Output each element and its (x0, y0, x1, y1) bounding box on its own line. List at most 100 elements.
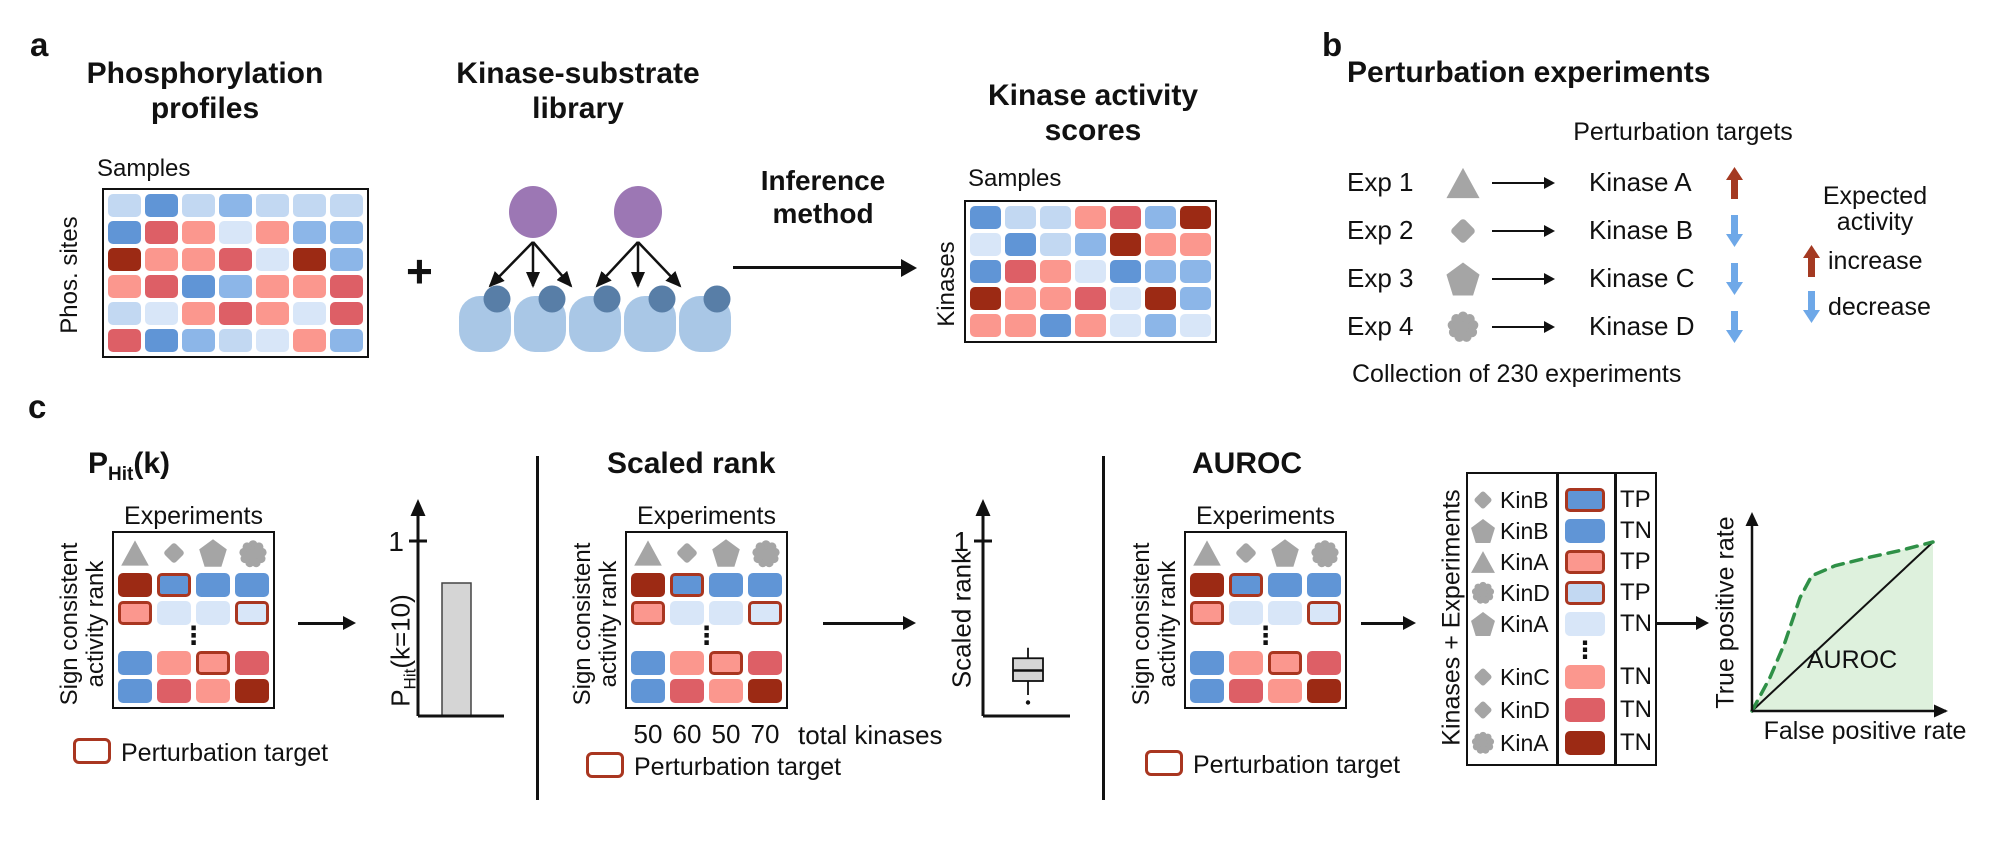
title-sub: Hit (108, 464, 134, 485)
matrix-cell (631, 651, 665, 675)
list-cell-target (1565, 488, 1605, 512)
diamond-icon (1236, 543, 1256, 563)
plus-sign: + (406, 245, 433, 297)
title-part: (k) (133, 447, 171, 480)
list-kinase-label: KinA (1500, 611, 1549, 637)
perturbation-target-label-2: Perturbation target (634, 753, 842, 781)
arrow-up-icon (1803, 245, 1820, 277)
perturbation-targets-subtitle: Perturbation targets (1573, 118, 1793, 146)
phosphosite-dot (703, 285, 731, 313)
tp-tn-label: TN (1620, 663, 1652, 690)
heatmap-cell (145, 221, 178, 244)
matrix-cell (235, 651, 269, 675)
roc-curve (1750, 540, 1935, 713)
samples-label-a: Samples (97, 155, 191, 182)
matrix-cell (709, 573, 743, 597)
list-kinase-label: KinB (1500, 518, 1549, 544)
matrix-cell (1268, 573, 1302, 597)
heatmap-cell (182, 329, 215, 352)
matrix-cell-target (709, 651, 743, 675)
exp-to-kinase-arrow (1492, 278, 1544, 280)
flower-icon (239, 540, 267, 568)
pentagon-icon (712, 539, 740, 567)
inference-method-label: Inference method (733, 164, 913, 230)
list-kinase-label: KinD (1500, 580, 1550, 606)
diamond-icon (1474, 668, 1492, 686)
phit-bar-chart: 1 (388, 499, 504, 718)
heatmap-cell (108, 275, 141, 298)
matrix-cell (1190, 679, 1224, 703)
phosphosite-dot (483, 285, 511, 313)
heatmap-cell (1040, 287, 1071, 310)
matrix-cell-target (196, 651, 230, 675)
matrix-cell (118, 651, 152, 675)
matrix-shape-cell (631, 537, 665, 569)
matrix-cell (670, 679, 704, 703)
list-cell (1565, 519, 1605, 543)
heatmap-cell (108, 329, 141, 352)
pentagon-icon (1446, 262, 1480, 296)
perturbation-target-swatch-1 (73, 738, 111, 764)
heatmap-cell (330, 329, 363, 352)
legend-increase-label: increase (1828, 247, 1923, 275)
list-cell-target (1565, 581, 1605, 605)
matrix-row (631, 679, 782, 703)
matrix-shape-cell (1229, 537, 1263, 569)
heatmap-cell (1110, 260, 1141, 283)
heatmap-cell (1180, 260, 1211, 283)
matrix-shape-cell (1268, 537, 1302, 569)
matrix-dots: ⋮ (181, 622, 206, 650)
heatmap-cell (1110, 233, 1141, 256)
heatmap-cell (970, 260, 1001, 283)
roc-curve-chart: AUROC (1745, 512, 1948, 718)
flower-icon (1447, 311, 1479, 342)
pentagon-icon (1471, 519, 1495, 543)
matrix-cell-target (1307, 601, 1341, 625)
auroc-area-label: AUROC (1807, 646, 1897, 674)
heatmap-cell (970, 233, 1001, 256)
diamond-icon (1451, 219, 1475, 243)
matrix-cell (1229, 651, 1263, 675)
matrix-cell (1268, 679, 1302, 703)
axis-part: (k=10) (385, 594, 416, 669)
heatmap-cell (219, 329, 252, 352)
heatmap-cell (145, 302, 178, 325)
matrix-shape-cell (118, 537, 152, 569)
heatmap-cell (256, 221, 289, 244)
matrix-cell-target (670, 573, 704, 597)
section-title-phit: PHit(k) (88, 447, 171, 484)
matrix-row (118, 679, 269, 703)
list-cell (1565, 665, 1605, 689)
section-title-scaled-rank: Scaled rank (607, 447, 776, 480)
heatmap-cell (1180, 206, 1211, 229)
matrix-cell-target (157, 573, 191, 597)
matrix-cell (631, 573, 665, 597)
total-kinases-label: total kinases (798, 720, 943, 750)
list-kinase-label: KinB (1500, 487, 1549, 513)
flow-arrow-scaled (823, 622, 903, 625)
phit-tick-1: 1 (388, 526, 404, 557)
title-line: Inference (760, 165, 886, 196)
title-line: method (772, 198, 874, 229)
heatmap-cell (219, 275, 252, 298)
matrix-row (1190, 679, 1341, 703)
triangle-icon (121, 540, 149, 566)
triangle-icon (634, 540, 662, 566)
arrow-up-icon (1726, 167, 1743, 199)
triangle-icon (1446, 167, 1480, 199)
title-line: library (532, 92, 624, 125)
heatmap-cell (1005, 233, 1036, 256)
phit-bar (441, 582, 472, 717)
flower-icon (1471, 731, 1495, 754)
heatmap-cell (182, 302, 215, 325)
perturbation-target-swatch-2 (586, 752, 624, 778)
axis-line: activity rank (1154, 560, 1181, 688)
matrix-cell (709, 601, 743, 625)
matrix-cell (196, 573, 230, 597)
axis-line: Sign consistent (569, 542, 596, 706)
kinase-substrate-edge (637, 241, 682, 288)
flow-arrow-phit (298, 622, 343, 625)
perturbation-target-swatch-3 (1145, 750, 1183, 776)
experiments-label-3: Experiments (1196, 502, 1335, 530)
chance-diagonal (1751, 541, 1934, 712)
